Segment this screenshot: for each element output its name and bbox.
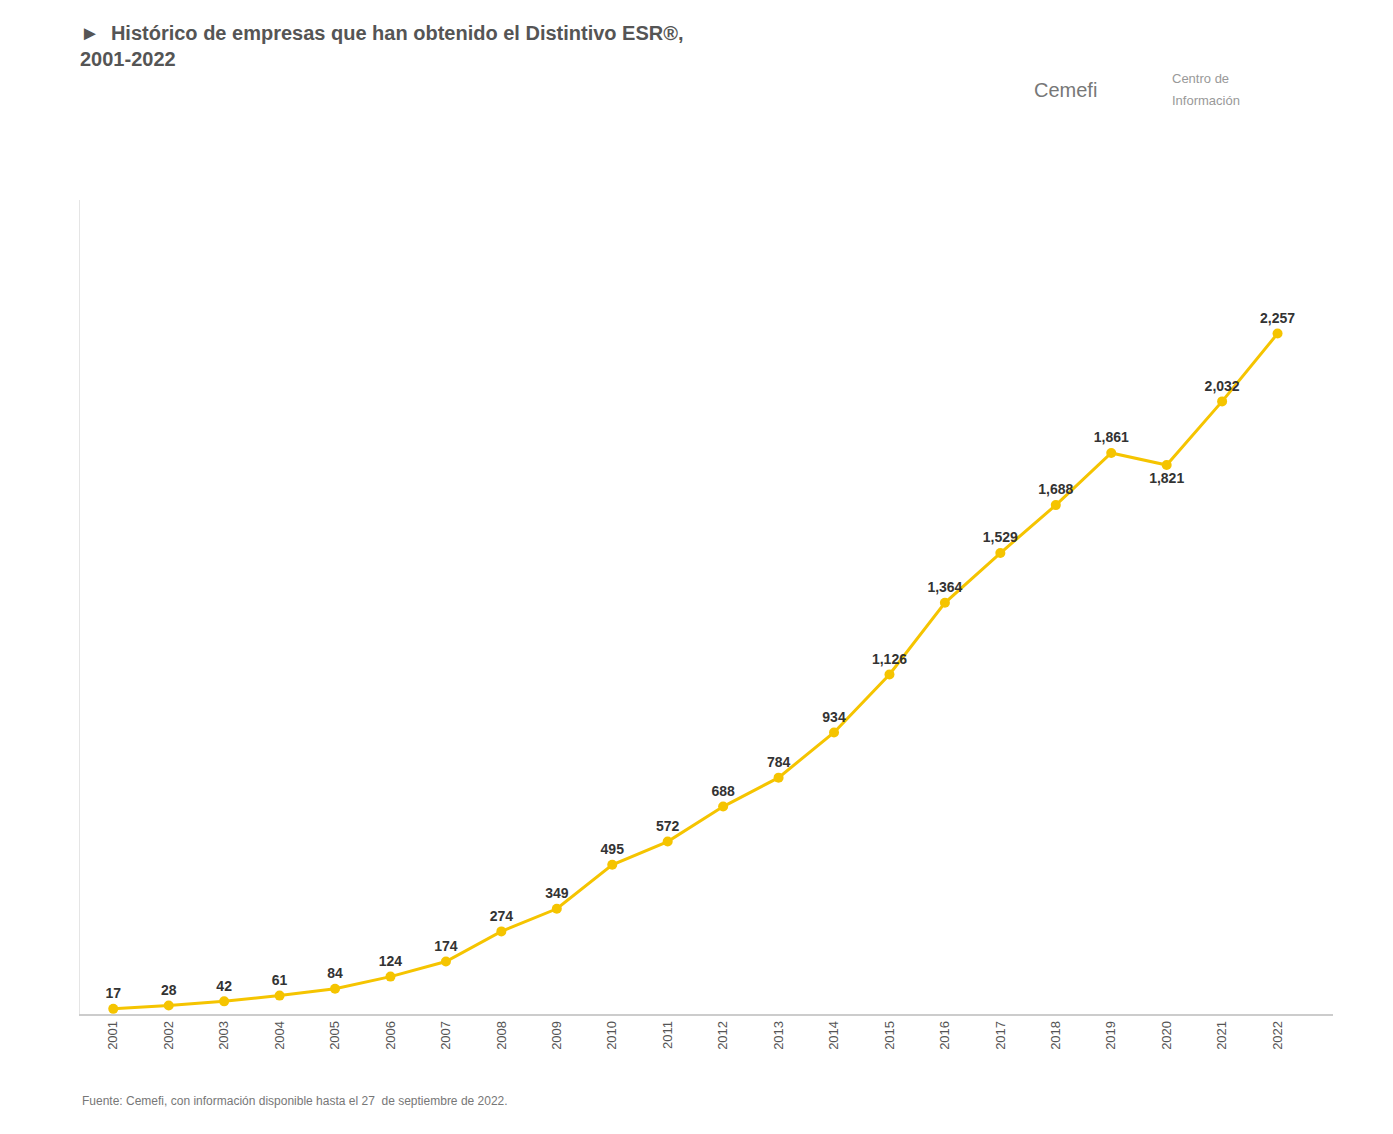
svg-text:2,032: 2,032 bbox=[1205, 378, 1240, 394]
svg-text:Centro de: Centro de bbox=[1172, 71, 1229, 86]
svg-text:2010: 2010 bbox=[604, 1021, 619, 1050]
svg-text:2004: 2004 bbox=[272, 1021, 287, 1050]
svg-text:1,126: 1,126 bbox=[872, 651, 907, 667]
svg-text:495: 495 bbox=[601, 841, 625, 857]
svg-text:174: 174 bbox=[434, 938, 458, 954]
svg-text:2018: 2018 bbox=[1048, 1021, 1063, 1050]
svg-text:2022: 2022 bbox=[1270, 1021, 1285, 1050]
svg-text:1,529: 1,529 bbox=[983, 529, 1018, 545]
svg-text:349: 349 bbox=[545, 885, 569, 901]
svg-text:2020: 2020 bbox=[1159, 1021, 1174, 1050]
svg-text:2015: 2015 bbox=[882, 1021, 897, 1050]
svg-text:2019: 2019 bbox=[1103, 1021, 1118, 1050]
svg-text:2016: 2016 bbox=[937, 1021, 952, 1050]
svg-text:2007: 2007 bbox=[438, 1021, 453, 1050]
svg-text:688: 688 bbox=[711, 783, 735, 799]
svg-text:2009: 2009 bbox=[549, 1021, 564, 1050]
svg-text:Cemefi: Cemefi bbox=[1034, 79, 1097, 101]
svg-text:2001: 2001 bbox=[105, 1021, 120, 1050]
svg-text:2011: 2011 bbox=[660, 1021, 675, 1049]
svg-text:934: 934 bbox=[822, 709, 846, 725]
svg-text:2017: 2017 bbox=[993, 1021, 1008, 1050]
svg-text:2003: 2003 bbox=[216, 1021, 231, 1050]
svg-text:2002: 2002 bbox=[161, 1021, 176, 1050]
svg-text:572: 572 bbox=[656, 818, 680, 834]
svg-text:Fuente: Cemefi, con informació: Fuente: Cemefi, con información disponib… bbox=[82, 1094, 508, 1108]
svg-text:► Histórico de empresas que h: ► Histórico de empresas que han obtenido… bbox=[80, 22, 684, 70]
svg-text:2,257: 2,257 bbox=[1260, 310, 1295, 326]
svg-text:Información: Información bbox=[1172, 93, 1240, 108]
svg-text:61: 61 bbox=[272, 972, 288, 988]
svg-text:2006: 2006 bbox=[383, 1021, 398, 1050]
svg-text:2013: 2013 bbox=[771, 1021, 786, 1050]
svg-text:1,861: 1,861 bbox=[1094, 429, 1129, 445]
svg-text:2008: 2008 bbox=[494, 1021, 509, 1050]
svg-text:84: 84 bbox=[327, 965, 343, 981]
svg-text:2005: 2005 bbox=[327, 1021, 342, 1050]
svg-text:28: 28 bbox=[161, 982, 177, 998]
svg-text:1,688: 1,688 bbox=[1038, 481, 1073, 497]
svg-text:1,821: 1,821 bbox=[1149, 470, 1184, 486]
svg-text:1,364: 1,364 bbox=[927, 579, 962, 595]
svg-text:2014: 2014 bbox=[826, 1021, 841, 1050]
svg-text:17: 17 bbox=[105, 985, 121, 1001]
svg-text:274: 274 bbox=[490, 908, 514, 924]
svg-text:2021: 2021 bbox=[1214, 1021, 1229, 1050]
svg-text:124: 124 bbox=[379, 953, 403, 969]
svg-text:42: 42 bbox=[216, 978, 232, 994]
svg-text:2012: 2012 bbox=[715, 1021, 730, 1050]
svg-text:784: 784 bbox=[767, 754, 791, 770]
